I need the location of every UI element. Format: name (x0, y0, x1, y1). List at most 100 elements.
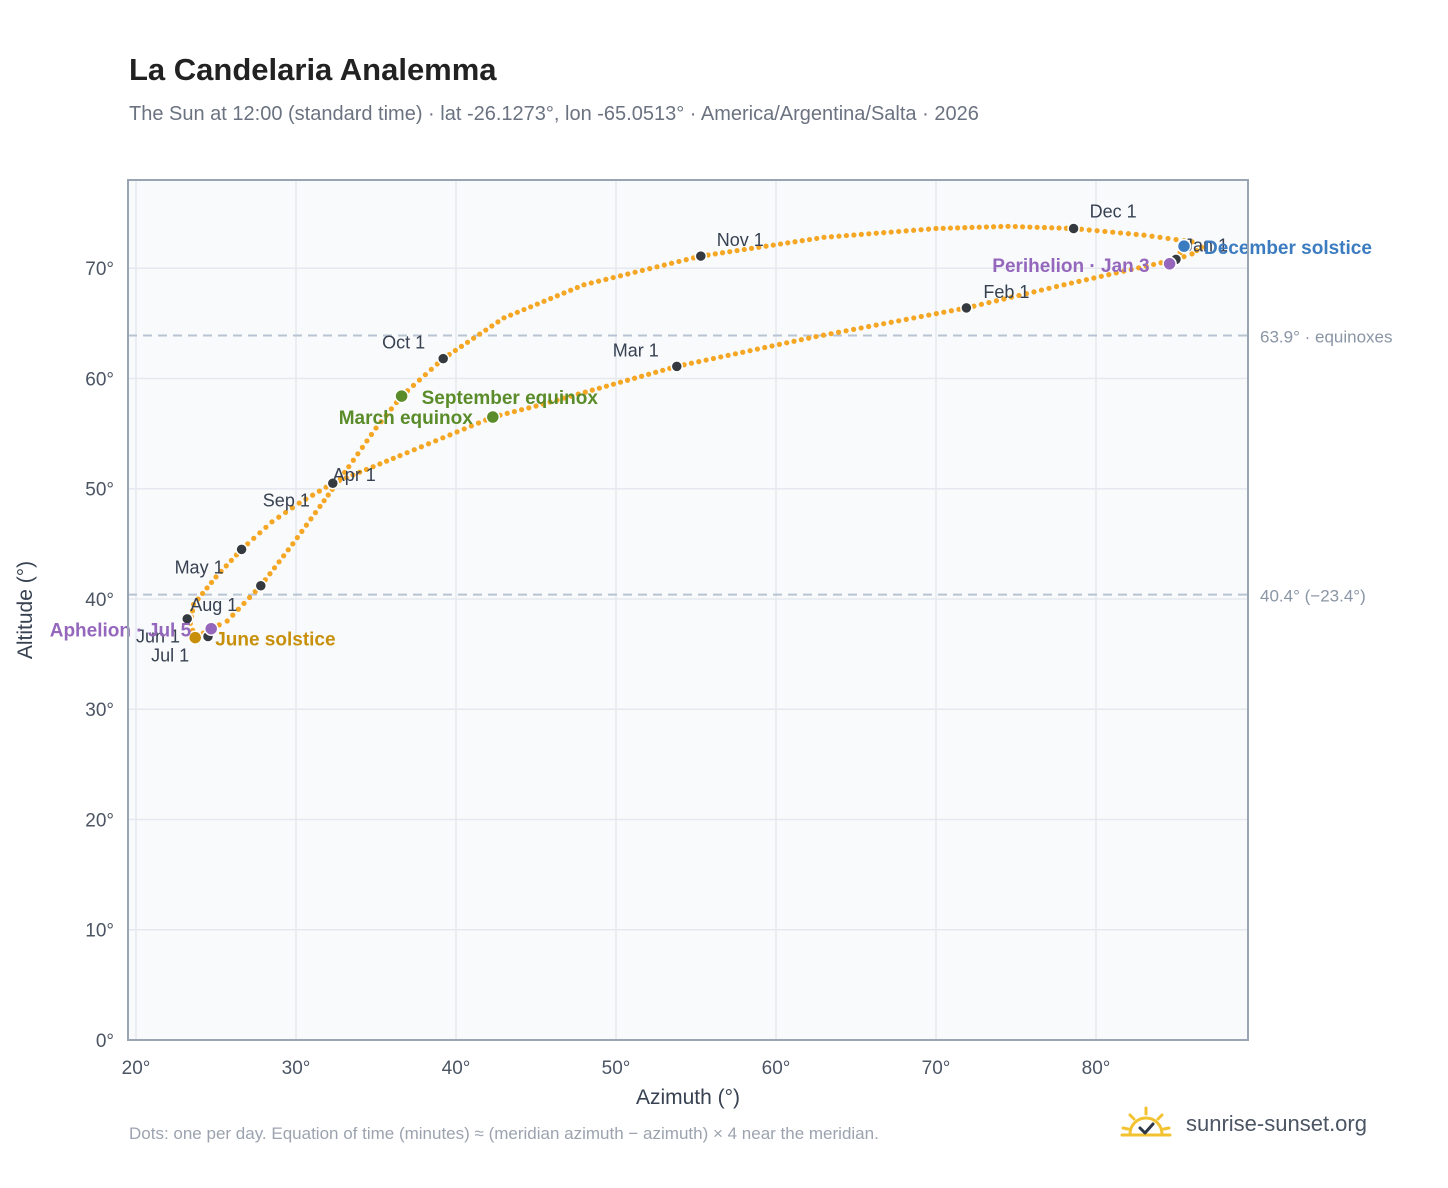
day-dot (433, 438, 439, 444)
day-dot (719, 250, 726, 256)
day-dot (1117, 230, 1124, 236)
day-dot (454, 429, 460, 435)
day-dot (514, 309, 520, 315)
brand-logo[interactable]: sunrise-sunset.org (1120, 1100, 1367, 1148)
day-dot (310, 492, 316, 498)
day-dot (359, 444, 365, 450)
day-dot (1012, 223, 1018, 230)
day-dot (269, 519, 275, 525)
day-dot (624, 377, 631, 383)
day-dot (1125, 231, 1131, 237)
day-dot (710, 355, 717, 362)
day-dot (798, 337, 804, 343)
day-dot (283, 509, 289, 516)
day-dot (303, 522, 309, 528)
day-dot (998, 223, 1004, 230)
day-dot (858, 231, 864, 237)
day-dot (688, 360, 695, 366)
special-point-label: September equinox (422, 388, 599, 409)
month-label: Dec 1 (1090, 202, 1137, 222)
day-dot (299, 528, 305, 534)
day-dot (561, 395, 567, 401)
day-dot (378, 419, 384, 425)
day-dot (828, 331, 834, 337)
day-dot (195, 596, 201, 602)
day-dot (373, 425, 379, 431)
day-dot (208, 579, 215, 586)
x-tick-label: 40° (442, 1058, 471, 1079)
day-dot (561, 290, 567, 296)
day-dot (948, 308, 954, 314)
special-point-label: Perihelion · Jan 3 (992, 256, 1149, 277)
day-dot (617, 273, 624, 279)
day-dot (483, 327, 489, 333)
day-dot (271, 565, 278, 571)
day-dot (596, 385, 602, 391)
day-dot (383, 458, 390, 464)
special-point (203, 621, 219, 636)
month-label: Sep 1 (263, 491, 310, 511)
day-dot (941, 309, 947, 315)
day-dot (888, 319, 894, 325)
month-label: Jun 1 (136, 626, 180, 646)
day-dot (740, 349, 746, 355)
day-dot (404, 450, 410, 456)
day-dot (1005, 223, 1011, 229)
day-dot (756, 244, 762, 250)
day-dot (303, 496, 309, 502)
day-dot (317, 503, 323, 509)
day-dot (646, 371, 652, 377)
y-tick-label: 10° (85, 921, 114, 942)
special-points: December solstice Perihelion · Jan 3 March… (50, 238, 1372, 650)
day-dot (581, 282, 587, 288)
month-marker (436, 352, 450, 365)
day-dot (926, 312, 932, 318)
day-dot (489, 323, 495, 329)
month-marker (694, 249, 708, 263)
y-axis-ticks: 0° 10° 20° 30° 40° 50° 60° 70° (85, 259, 114, 1052)
day-dot (554, 293, 560, 299)
day-dot (245, 541, 251, 547)
day-dot (397, 453, 403, 459)
day-dot (251, 535, 257, 541)
day-dot (835, 329, 842, 335)
day-dot (1049, 225, 1055, 231)
day-dot (1149, 233, 1155, 239)
day-dot (1086, 227, 1092, 233)
day-dot (343, 475, 349, 481)
month-label: Apr 1 (333, 465, 376, 485)
chart-title: La Candelaria Analemma (129, 52, 497, 87)
day-dot (296, 500, 302, 506)
day-dot (734, 247, 740, 254)
day-dot (461, 426, 467, 432)
brand-name: sunrise-sunset.org (1186, 1111, 1367, 1136)
day-dot (1106, 272, 1112, 278)
day-dot (1091, 275, 1097, 281)
day-dot (925, 226, 932, 232)
day-dot (428, 366, 434, 372)
day-dot (368, 431, 375, 438)
grid-lines (128, 180, 1248, 1041)
plot-frame (127, 179, 1249, 1041)
day-dot (257, 530, 263, 536)
day-dot (337, 475, 344, 481)
day-dot (218, 568, 224, 575)
day-dot (312, 510, 319, 516)
day-dot (947, 225, 954, 231)
x-tick-label: 50° (602, 1058, 631, 1079)
day-dot (873, 322, 879, 328)
day-dot (364, 438, 370, 444)
y-tick-label: 60° (85, 369, 114, 390)
month-label: Jul 1 (151, 646, 189, 666)
day-dot (1078, 226, 1085, 232)
reference-line-label: 63.9° · equinoxes (1260, 327, 1393, 346)
day-dot (452, 347, 458, 354)
day-dot (696, 359, 702, 365)
day-dot (647, 266, 653, 272)
day-dot (813, 333, 819, 340)
day-dot (1102, 228, 1108, 235)
day-dot (866, 323, 872, 330)
day-dot (519, 407, 525, 413)
day-dot (416, 377, 423, 383)
